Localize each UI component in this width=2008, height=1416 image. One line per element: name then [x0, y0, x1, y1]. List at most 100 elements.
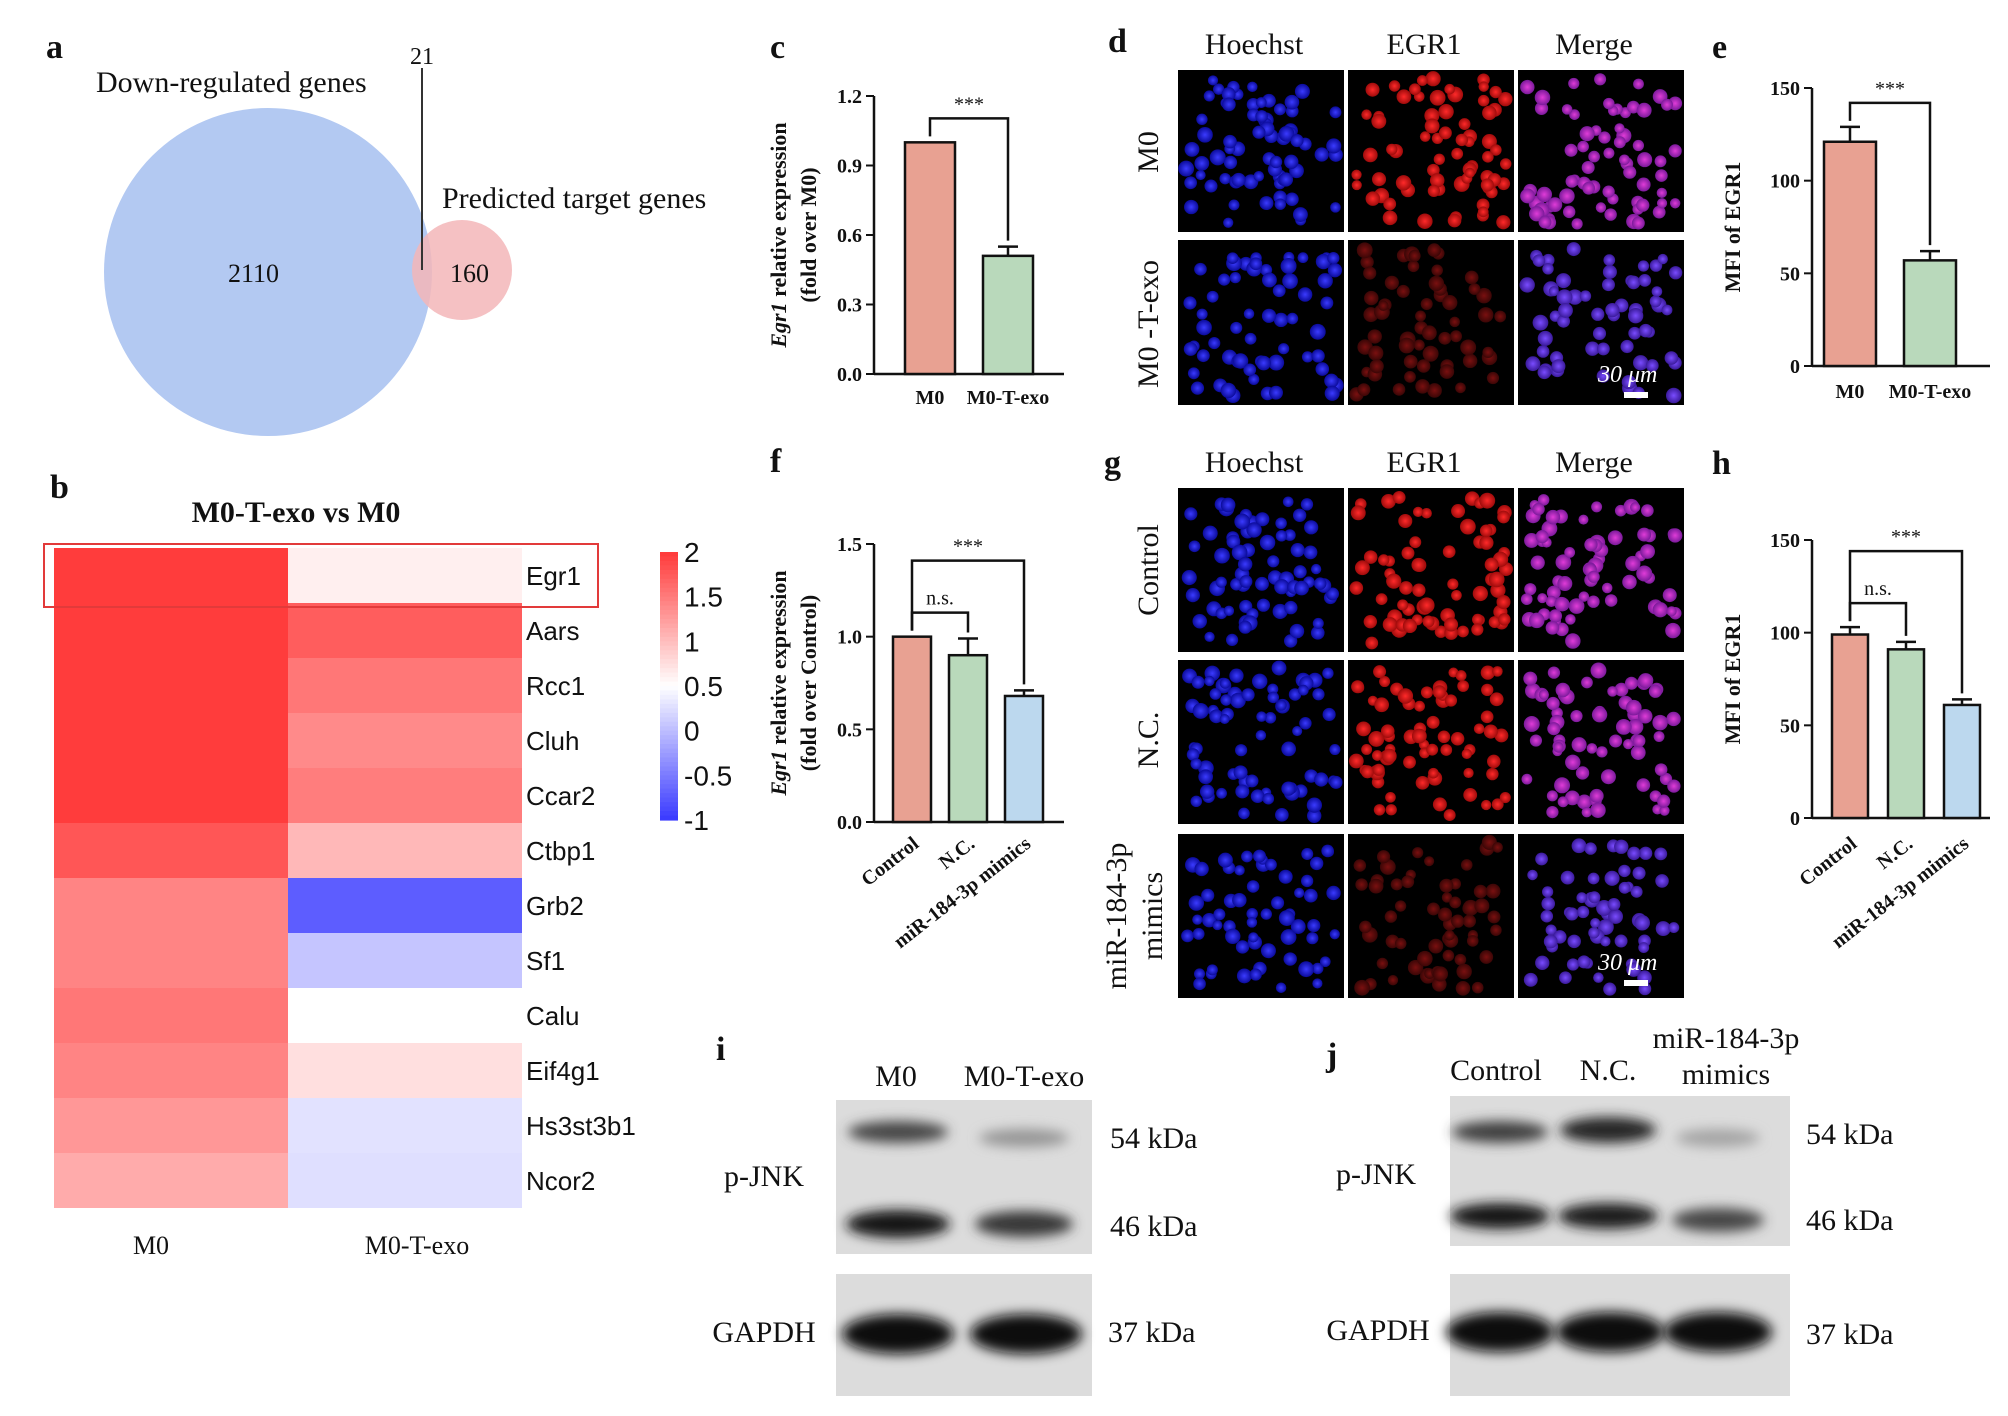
colorbar-segment: [660, 560, 678, 566]
cell: [1461, 748, 1472, 760]
cell: [1652, 205, 1666, 219]
cell: [1262, 792, 1275, 805]
cell: [1351, 180, 1362, 191]
cell: [1320, 296, 1334, 310]
cell: [1216, 787, 1227, 799]
cell: [1567, 934, 1581, 949]
heatmap-cell-cluh-m0: [54, 713, 288, 768]
chart-e-category-m0-t-exo: M0-T-exo: [1889, 381, 1972, 403]
cell: [1201, 888, 1215, 902]
cell: [1380, 724, 1395, 738]
venn-right-label: Predicted target genes: [442, 182, 706, 215]
cell: [1209, 709, 1224, 724]
cell: [1496, 215, 1511, 230]
cell: [1570, 709, 1583, 723]
cell: [1535, 955, 1550, 970]
cell: [1428, 275, 1445, 292]
cell: [1206, 290, 1219, 303]
cell: [1388, 80, 1401, 92]
cell: [1356, 242, 1373, 259]
heatmap-cell-ncor2-m0: [54, 1153, 288, 1208]
colorbar-segment: [660, 748, 678, 754]
panel-label-i: i: [716, 1031, 725, 1068]
colorbar-segment: [660, 797, 678, 803]
colorbar-tick-0: 0: [684, 716, 700, 747]
cell: [1386, 573, 1402, 589]
venn-overlap-count: 21: [410, 44, 434, 70]
heatmap-cell-egr1-m0-t-exo: [288, 548, 522, 603]
bar-chart-e: 0 50 100 150 M0 M0-T-exo *** MFI of EGR1: [1720, 78, 1990, 403]
heatmap-cell-ctbp1-m0-t-exo: [288, 823, 522, 878]
cell: [1628, 326, 1642, 340]
cell: [1260, 908, 1272, 920]
cell: [1351, 169, 1362, 180]
chart-c-ylabel: Egr1 relative expression (fold over M0): [766, 122, 821, 348]
cell: [1451, 147, 1464, 160]
cell: [1350, 505, 1366, 521]
colorbar-segment: [660, 636, 678, 642]
cell: [1492, 842, 1503, 853]
cell: [1433, 153, 1445, 165]
venn-right-circle: [412, 220, 512, 320]
colorbar-segment: [660, 730, 678, 736]
cell: [1292, 207, 1308, 222]
bar-chart-c: 0.0 0.3 0.6 0.9 1.2 M0 M0-T-exo *** Egr1 relativ…: [766, 86, 1064, 409]
chart-f-bar-mir-184-3p-mimics: [1003, 694, 1045, 824]
cell: [1449, 896, 1462, 909]
chart-f-bar-control: [891, 635, 933, 824]
cell: [1294, 887, 1305, 898]
cell: [1284, 600, 1298, 615]
chart-h-bar-mir-184-3p-mimics: [1942, 703, 1982, 820]
cell: [1272, 603, 1288, 620]
cell: [1191, 675, 1205, 689]
cell: [1401, 546, 1415, 560]
cell: [1355, 878, 1368, 891]
colorbar-segment: [660, 601, 678, 607]
heatmap-row-label-rcc1: Rcc1: [526, 671, 585, 701]
cell: [1486, 767, 1499, 781]
cell: [1668, 144, 1682, 158]
cell: [1387, 974, 1399, 986]
cell: [1204, 631, 1215, 642]
d-header-merge: Merge: [1555, 28, 1633, 61]
cell: [1371, 750, 1383, 761]
cell: [1367, 329, 1382, 344]
heatmap-row-label-aars: Aars: [526, 616, 579, 646]
cell: [1451, 504, 1466, 519]
cell: [1285, 192, 1299, 206]
cell: [1665, 622, 1681, 639]
cell: [1614, 123, 1625, 134]
cell: [1626, 100, 1640, 114]
cell: [1455, 981, 1471, 996]
colorbar-segment: [660, 552, 678, 558]
heatmap-cell-hs3st3b1-m0: [54, 1098, 288, 1153]
cell: [1306, 932, 1319, 945]
cell: [1383, 197, 1397, 211]
cell: [1565, 754, 1581, 770]
cell: [1427, 383, 1442, 398]
cell: [1477, 94, 1490, 107]
cell: [1546, 790, 1558, 802]
cell: [1280, 929, 1297, 945]
cell: [1603, 147, 1615, 159]
chart-h-ytick-label-0: 0: [1790, 808, 1800, 830]
chart-h-ylabel: MFI of EGR1: [1720, 614, 1745, 745]
cell: [1275, 530, 1288, 542]
colorbar-segment: [660, 815, 678, 821]
cell: [1648, 684, 1662, 698]
cell: [1311, 349, 1325, 363]
blot-j-lane-control: Control: [1450, 1054, 1542, 1087]
cell: [1481, 799, 1492, 811]
cell: [1238, 807, 1250, 820]
cell: [1223, 605, 1235, 617]
colorbar-segment: [660, 694, 678, 700]
cell: [1457, 625, 1469, 638]
cell: [1462, 899, 1479, 916]
cell: [1473, 884, 1488, 899]
panel-label-e: e: [1712, 29, 1727, 66]
cell: [1278, 910, 1295, 926]
cell: [1613, 136, 1626, 149]
colorbar-segment: [660, 784, 678, 790]
heatmap-cell-ctbp1-m0: [54, 823, 288, 878]
cell: [1228, 199, 1240, 211]
